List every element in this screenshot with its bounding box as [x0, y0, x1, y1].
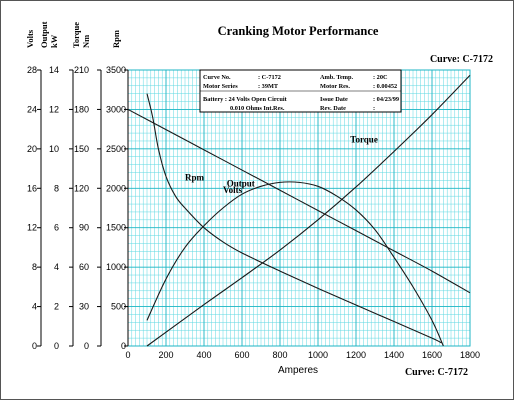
series-label-torque: Torque — [350, 134, 378, 144]
info-box-cell: : 04/23/99 — [373, 96, 399, 103]
x-axis-label: Amperes — [278, 365, 318, 376]
x-tick-label: 1800 — [460, 350, 480, 360]
x-tick-label: 400 — [196, 350, 211, 360]
y-tick-label-nm: 0 — [84, 341, 89, 351]
y-tick-label-kw: 12 — [49, 104, 59, 114]
y-tick-label-nm: 180 — [74, 104, 89, 114]
info-box-cell: Motor Res. — [320, 83, 350, 90]
y-tick-label-volts: 0 — [32, 341, 37, 351]
x-tick-label: 0 — [125, 350, 130, 360]
curve-label-top: Curve: C-7172 — [430, 54, 493, 65]
y-tick-label-volts: 16 — [27, 183, 37, 193]
series-label-output: Output — [227, 178, 255, 188]
y-tick-label-volts: 4 — [32, 302, 37, 312]
y-tick-label-rpm: 2500 — [106, 144, 126, 154]
y-tick-label-nm: 210 — [74, 65, 89, 75]
info-box-cell: Amb. Temp. — [320, 74, 353, 81]
axis-title-kw: Output — [39, 21, 49, 48]
y-tick-label-rpm: 3500 — [106, 65, 126, 75]
x-tick-label: 800 — [272, 350, 287, 360]
x-tick-label: 200 — [158, 350, 173, 360]
series-line-torque — [146, 74, 471, 347]
y-tick-label-rpm: 2000 — [106, 183, 126, 193]
y-tick-label-rpm: 1500 — [106, 223, 126, 233]
axis-title-rpm: Rpm — [111, 30, 121, 48]
info-box-cell: Rev. Date — [320, 105, 346, 112]
series-line-output — [146, 181, 444, 347]
axis-title-volts: Volts — [25, 29, 35, 48]
y-tick-label-rpm: 0 — [121, 341, 126, 351]
y-tick-label-nm: 30 — [79, 302, 89, 312]
y-tick-label-volts: 8 — [32, 262, 37, 272]
x-tick-label: 600 — [234, 350, 249, 360]
y-tick-label-volts: 28 — [27, 65, 37, 75]
y-tick-label-kw: 14 — [49, 65, 59, 75]
x-tick-label: 1200 — [346, 350, 366, 360]
y-tick-label-kw: 2 — [54, 302, 59, 312]
info-box-cell: : — [373, 105, 375, 112]
y-tick-label-rpm: 500 — [111, 302, 126, 312]
x-tick-label: 1000 — [308, 350, 328, 360]
y-tick-label-kw: 0 — [54, 341, 59, 351]
axis-title-nm: Nm — [81, 35, 91, 48]
y-tick-label-kw: 10 — [49, 144, 59, 154]
series-label-volts: Volts — [223, 185, 243, 195]
info-box-cell: Issue Date — [320, 96, 348, 103]
y-tick-label-volts: 24 — [27, 104, 37, 114]
y-tick-label-rpm: 3000 — [106, 104, 126, 114]
x-tick-label: 1600 — [422, 350, 442, 360]
y-tick-label-nm: 90 — [79, 223, 89, 233]
y-tick-label-kw: 4 — [54, 262, 59, 272]
series-line-volts — [127, 108, 471, 294]
info-box-cell: : 20C — [373, 74, 388, 81]
y-tick-label-nm: 60 — [79, 262, 89, 272]
series-label-rpm: Rpm — [185, 172, 205, 182]
info-box-cell: : 0.00452 — [373, 83, 397, 90]
y-tick-label-rpm: 1000 — [106, 262, 126, 272]
curve-label-bottom: Curve: C-7172 — [405, 367, 468, 378]
info-box-cell: : C-7172 — [258, 74, 281, 81]
y-tick-label-nm: 150 — [74, 144, 89, 154]
y-tick-label-volts: 12 — [27, 223, 37, 233]
info-box-cell: Battery : 24 Volts Open Circuit — [203, 96, 288, 103]
series-line-rpm — [146, 93, 442, 344]
y-tick-label-kw: 6 — [54, 223, 59, 233]
info-box-cell: : 39MT — [258, 83, 279, 90]
info-box-cell: 0.010 Ohms Int.Res. — [230, 105, 285, 112]
x-tick-label: 1400 — [384, 350, 404, 360]
info-box-cell: Motor Series — [203, 83, 238, 90]
y-tick-label-volts: 20 — [27, 144, 37, 154]
axis-title-nm: Torque — [71, 22, 81, 48]
y-tick-label-kw: 8 — [54, 183, 59, 193]
y-tick-label-nm: 120 — [74, 183, 89, 193]
chart-title: Cranking Motor Performance — [218, 24, 379, 38]
info-box-cell: Curve No. — [203, 74, 231, 81]
axis-title-kw: kW — [49, 34, 59, 48]
